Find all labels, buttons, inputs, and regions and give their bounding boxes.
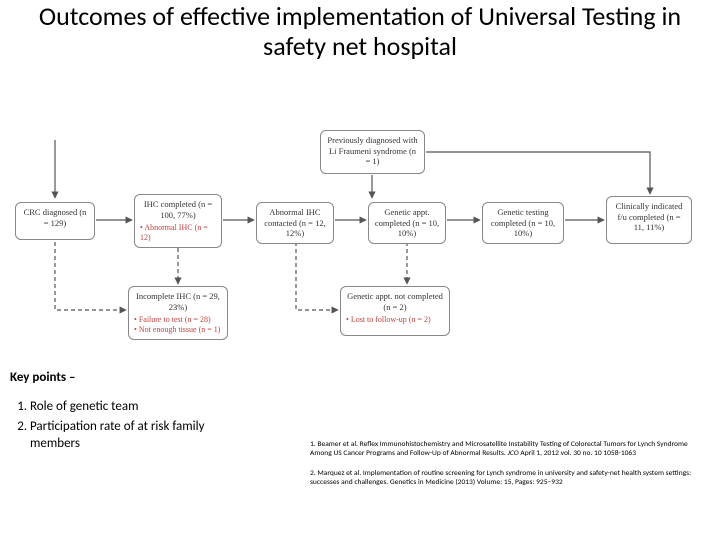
key-point-item: Participation rate of at risk family mem…: [30, 419, 210, 452]
key-points: Key points – Role of genetic team Partici…: [10, 370, 210, 456]
flowchart: Previously diagnosed with Li Fraumeni sy…: [10, 130, 710, 400]
key-points-heading: Key points –: [10, 370, 210, 385]
reference-item: 1. Beamer et al. Reflex Immunohistochemi…: [310, 440, 710, 459]
flow-node-prev: Previously diagnosed with Li Fraumeni sy…: [320, 130, 425, 174]
flow-node-crc: CRC diagnosed (n = 129): [15, 202, 95, 240]
flow-node-ihc: IHC completed (n = 100, 77%)Abnormal IHC…: [134, 194, 222, 248]
flow-node-notcomp: Genetic appt. not completed (n = 2)Lost …: [340, 286, 450, 336]
key-point-item: Role of genetic team: [30, 399, 210, 415]
references: 1. Beamer et al. Reflex Immunohistochemi…: [310, 440, 710, 498]
flow-node-incomplete: Incomplete IHC (n = 29, 23%)Failure to t…: [128, 286, 228, 340]
flow-node-gtest: Genetic testing completed (n = 10, 10%): [482, 202, 564, 244]
flow-node-fu: Clinically indicated f/u completed (n = …: [606, 196, 692, 244]
page-title: Outcomes of effective implementation of …: [0, 0, 720, 62]
flow-node-appt: Genetic appt. completed (n = 10, 10%): [368, 202, 446, 244]
flow-node-abnihc: Abnormal IHC contacted (n = 12, 12%): [256, 202, 334, 244]
key-points-list: Role of genetic team Participation rate o…: [10, 399, 210, 452]
reference-item: 2. Marquez et al. Implementation of rout…: [310, 469, 710, 488]
